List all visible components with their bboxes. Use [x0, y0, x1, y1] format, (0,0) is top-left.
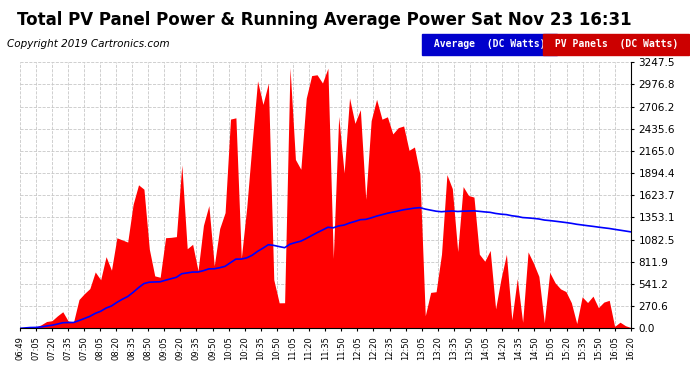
Text: PV Panels  (DC Watts): PV Panels (DC Watts)	[549, 39, 684, 50]
Text: Total PV Panel Power & Running Average Power Sat Nov 23 16:31: Total PV Panel Power & Running Average P…	[17, 11, 631, 29]
Text: Copyright 2019 Cartronics.com: Copyright 2019 Cartronics.com	[7, 39, 170, 50]
Text: Average  (DC Watts): Average (DC Watts)	[428, 39, 551, 50]
